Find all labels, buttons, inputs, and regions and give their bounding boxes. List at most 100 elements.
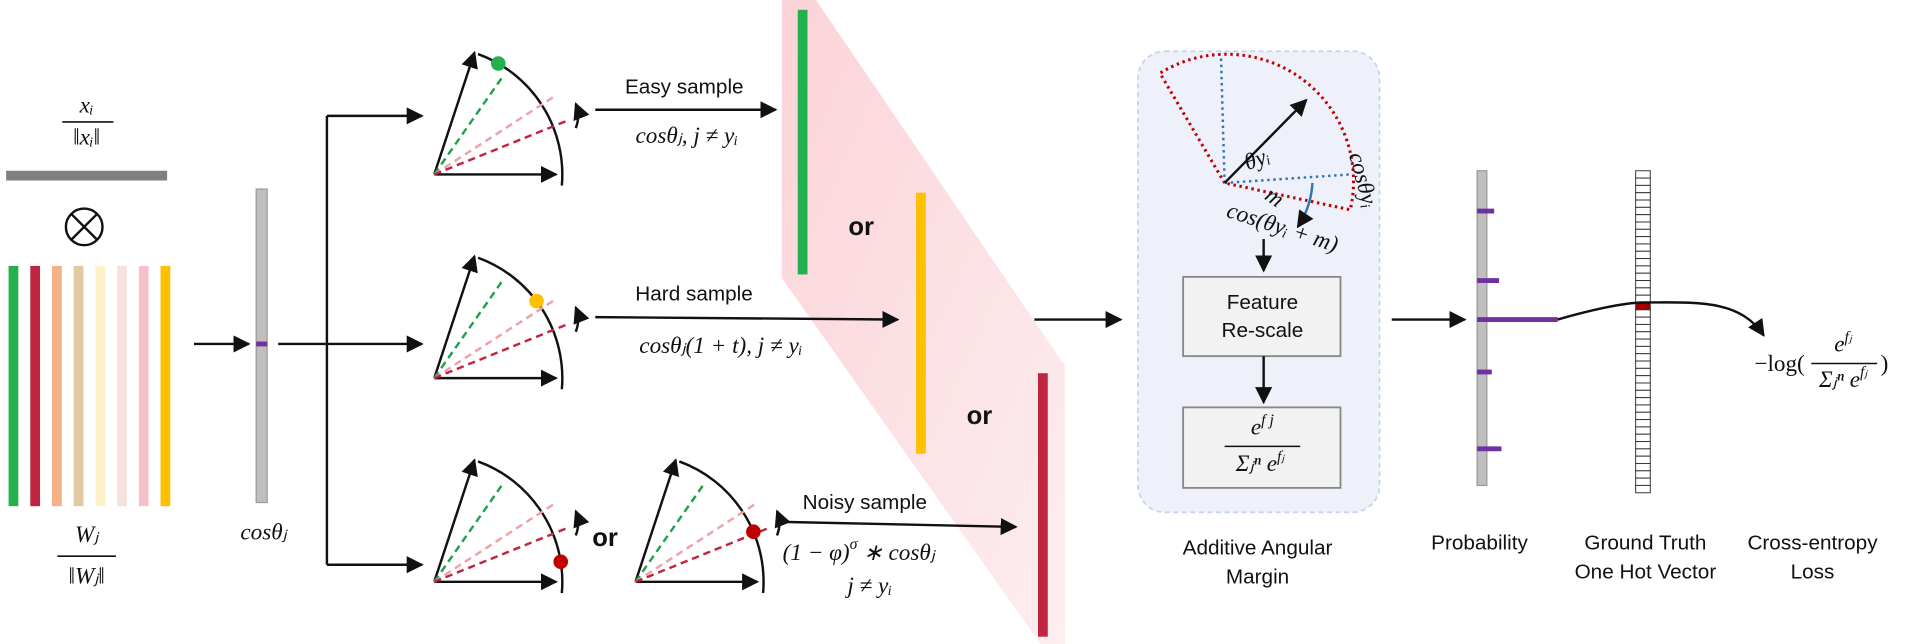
easy-bar [797,9,808,275]
or: or [848,213,874,241]
one-hot-vector [1635,170,1651,494]
formula-base: (1 − φ) [783,540,850,566]
feature-bar [6,170,168,181]
one-hot-cell [1635,345,1651,355]
one-hot-cell [1635,367,1651,377]
one-hot-cell [1635,389,1651,399]
hard-formula: cosθⱼ(1 + t), j ≠ yᵢ [639,333,802,359]
one-hot-cell [1635,441,1651,450]
one-hot-cell [1635,462,1651,472]
one-hot-cell [1635,192,1651,201]
one-hot-cell [1635,199,1651,208]
softmax-num: ef j [1251,411,1275,440]
one-hot-cell [1635,477,1651,486]
one-hot-cell [1635,214,1651,223]
weight-bar [8,265,19,507]
fan-dash [634,481,707,583]
loss-den: Σⱼⁿ efⱼ [1818,364,1869,393]
one-hot-cell [1635,353,1651,362]
margin-arrow [1296,182,1314,229]
box-line: Feature [1227,291,1298,314]
caption: One Hot Vector [1575,561,1717,584]
caption: Ground Truth [1584,531,1706,554]
feature-num: xᵢ [79,93,94,119]
one-hot-cell [1635,419,1651,428]
num-base: e [1251,415,1261,441]
one-hot-cell [1635,397,1651,406]
noisy-formula: (1 − φ)σ ∗ cosθⱼ [783,536,937,566]
noisy-bar [1038,373,1048,637]
one-hot-cell [1635,382,1651,391]
fan-dot [553,554,569,570]
otimes-x [70,213,98,241]
caption: Additive Angular [1183,536,1333,559]
fan-dash [433,298,556,380]
loss-num: efⱼ [1834,328,1853,357]
weight-bar [160,265,171,507]
fans [433,50,791,594]
cosine-label: cosθⱼ [240,520,288,546]
probability-marks [1477,208,1558,452]
softmax-box [1182,406,1342,489]
weight-bar [117,265,127,507]
one-hot-cell [1635,470,1651,479]
one-hot-cell [1635,323,1651,333]
fan-dot [746,524,761,540]
cosine-mark [256,341,268,347]
noisy-condition: j ≠ yᵢ [844,573,892,599]
rescale-box [1182,275,1342,358]
fan-dot [490,56,506,71]
one-hot-cell [1635,206,1651,216]
hard-bar [916,192,926,454]
loss-prefix: −log( [1754,351,1804,377]
one-hot-cell [1635,221,1651,230]
easy-label: Easy sample [625,75,744,98]
caption: Margin [1226,566,1289,589]
num-sup: fⱼ [1845,328,1853,345]
one-hot-cell [1635,170,1651,179]
weight-bar [95,265,106,507]
box-line: Re-scale [1222,319,1304,342]
fan-dash [433,95,556,176]
hard-label: Hard sample [635,283,752,306]
one-hot-cell [1635,184,1651,194]
otimes [64,207,104,247]
softmax-den: Σⱼⁿ efⱼ [1235,448,1286,477]
fan-dash [433,119,569,176]
den-sup: fⱼ [1277,448,1285,465]
one-hot-cell [1635,280,1651,289]
one-hot-cell [1635,243,1651,252]
one-hot-cell [1635,309,1651,318]
weight-bar [73,265,84,507]
one-hot-cell [1635,250,1651,260]
den-base: Σⱼⁿ e [1235,451,1277,477]
fan-arrow [433,458,478,583]
probability-bar [1476,170,1488,487]
one-hot-cell [1635,265,1651,274]
feature-vector [1223,98,1308,184]
sector [1157,52,1356,212]
one-hot-cell [1635,177,1651,186]
one-hot-cell [1635,448,1651,457]
arrow [787,518,1018,536]
feature-den: ‖xᵢ‖ [73,124,100,150]
one-hot-cell [1635,228,1651,238]
fan-arrow [433,50,478,175]
fan-dot [529,293,544,309]
formula-sup: σ [850,536,859,553]
one-hot-cell [1635,236,1651,245]
or: or [592,524,618,552]
rotate-arrow [573,509,590,536]
one-hot-cell [1635,258,1651,267]
one-hot-cell [1635,316,1651,325]
easy-formula: cosθⱼ, j ≠ yᵢ [635,123,738,149]
weight-bar [138,265,149,507]
caption: Loss [1791,561,1835,584]
fan-dash [433,526,569,583]
one-hot-cell [1635,287,1651,296]
rotate-arrow [573,102,590,129]
branch [278,115,329,565]
one-hot-cell [1635,360,1651,369]
one-hot-cell [1635,272,1651,282]
